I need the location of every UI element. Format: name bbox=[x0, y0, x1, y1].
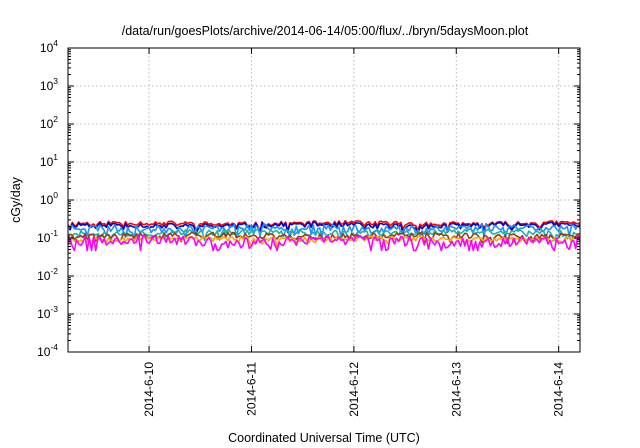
series-line bbox=[67, 234, 581, 252]
x-tick-label: 2014-6-11 bbox=[244, 362, 258, 416]
x-axis-label: Coordinated Universal Time (UTC) bbox=[228, 431, 420, 445]
x-axis: 2014-6-10 2014-6-11 2014-6-12 2014-6-13 2014… bbox=[142, 48, 566, 417]
y-tick-label: 102 bbox=[40, 114, 58, 131]
x-tick-label: 2014-6-12 bbox=[347, 362, 361, 417]
series-layer bbox=[67, 219, 581, 252]
y-tick-label: 10-1 bbox=[37, 228, 58, 245]
grid-layer bbox=[68, 48, 580, 352]
y-tick-label: 101 bbox=[40, 152, 58, 169]
chart-title: /data/run/goesPlots/archive/2014-06-14/0… bbox=[122, 24, 529, 38]
y-axis: 104 103 102 101 100 10-1 10-2 10-3 10-4 bbox=[37, 38, 580, 359]
x-tick-label: 2014-6-14 bbox=[552, 362, 566, 417]
x-tick-label: 2014-6-10 bbox=[142, 362, 156, 417]
series-line bbox=[67, 235, 581, 248]
y-tick-label: 10-2 bbox=[37, 266, 58, 283]
y-tick-label: 10-3 bbox=[37, 304, 58, 321]
y-tick-label: 103 bbox=[40, 76, 58, 93]
y-tick-label: 100 bbox=[40, 190, 58, 207]
y-axis-label: cGy/day bbox=[9, 176, 23, 223]
series-line bbox=[67, 223, 581, 239]
x-tick-label: 2014-6-13 bbox=[449, 362, 463, 417]
y-tick-label: 104 bbox=[40, 38, 58, 55]
y-tick-label: 10-4 bbox=[37, 342, 58, 359]
